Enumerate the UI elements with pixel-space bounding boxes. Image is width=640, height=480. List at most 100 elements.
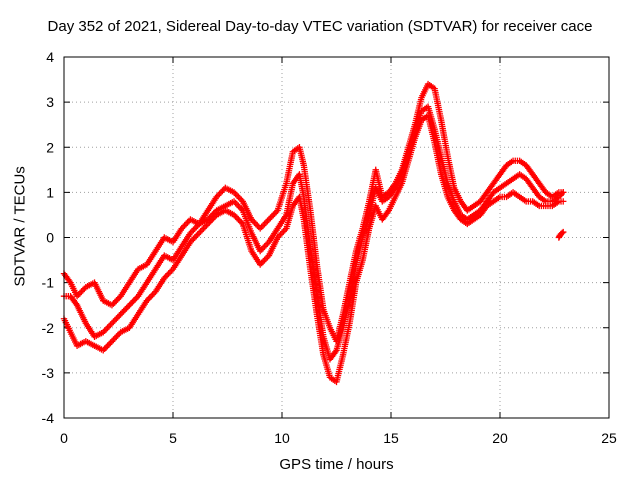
- data-point: [113, 333, 120, 340]
- data-point: [163, 271, 171, 279]
- data-point: [104, 342, 111, 349]
- y-tick-label: -1: [42, 275, 55, 291]
- data-point: [280, 228, 287, 235]
- data-point: [207, 217, 214, 225]
- series-4: [555, 228, 567, 241]
- data-point: [251, 219, 258, 226]
- series-1: [60, 80, 567, 345]
- data-point: [113, 315, 120, 322]
- y-tick-label: -4: [42, 410, 55, 426]
- data-point: [130, 297, 137, 304]
- data-point: [560, 189, 567, 196]
- data-point: [102, 326, 110, 333]
- data-point: [190, 226, 197, 234]
- series-3: [60, 112, 567, 386]
- y-tick-label: -2: [42, 320, 55, 336]
- chart-title: Day 352 of 2021, Sidereal Day-to-day VTE…: [47, 18, 593, 35]
- y-tick-label: -3: [42, 365, 55, 381]
- data-point: [209, 216, 216, 223]
- data-point: [194, 231, 201, 238]
- data-point: [191, 234, 198, 241]
- data-point: [261, 256, 268, 264]
- data-point: [110, 300, 117, 307]
- data-point: [210, 214, 217, 222]
- data-point: [265, 216, 273, 223]
- data-point: [267, 214, 274, 222]
- data-point: [259, 258, 267, 265]
- data-point: [558, 190, 565, 198]
- data-point: [107, 321, 114, 328]
- grid-lines: [64, 57, 609, 418]
- data-point: [278, 229, 286, 237]
- plot-frame: [63, 56, 610, 419]
- x-tick-label: 15: [383, 430, 399, 446]
- x-tick-label: 0: [60, 430, 68, 446]
- y-tick-label: 3: [46, 94, 54, 110]
- data-point: [111, 317, 119, 324]
- data-point: [123, 304, 130, 312]
- data-point: [271, 210, 278, 217]
- data-point: [264, 217, 271, 225]
- data-point: [129, 298, 136, 306]
- y-tick-label: 0: [46, 230, 54, 246]
- data-point: [268, 213, 276, 220]
- x-tick-label: 20: [492, 430, 508, 446]
- data-point: [254, 222, 261, 229]
- data-point: [558, 229, 566, 237]
- data-point: [126, 301, 133, 309]
- data-point: [114, 295, 121, 303]
- data-point: [111, 335, 119, 342]
- data-point: [233, 192, 241, 199]
- data-point: [216, 190, 223, 198]
- data-point: [107, 339, 114, 346]
- y-tick-label: 2: [46, 139, 54, 155]
- data-point: [181, 222, 188, 229]
- data-point: [233, 214, 241, 222]
- data-point: [235, 216, 242, 223]
- data-point: [262, 255, 270, 262]
- data-point: [182, 220, 190, 228]
- data-point: [110, 336, 117, 343]
- data-point: [120, 308, 127, 315]
- x-tick-label: 5: [169, 430, 177, 446]
- data-point: [166, 268, 174, 276]
- data-point: [236, 217, 244, 225]
- data-point: [236, 195, 244, 202]
- data-point: [262, 241, 270, 249]
- data-point: [121, 306, 129, 313]
- data-point: [132, 295, 139, 303]
- x-tick-label: 25: [601, 430, 617, 446]
- data-point: [124, 303, 132, 310]
- data-point: [105, 323, 113, 330]
- data-point: [235, 193, 242, 201]
- data-point: [114, 332, 121, 339]
- data-point: [195, 229, 203, 237]
- data-point: [116, 312, 123, 319]
- data-point: [560, 228, 567, 236]
- data-point: [258, 223, 265, 231]
- data-point: [76, 289, 84, 297]
- data-point: [108, 320, 116, 327]
- data-point: [165, 270, 172, 277]
- data-point: [108, 338, 116, 345]
- data-point: [257, 225, 264, 232]
- data-point: [117, 311, 124, 318]
- x-axis-label: GPS time / hours: [279, 456, 394, 473]
- data-point: [101, 345, 108, 353]
- data-point: [197, 228, 204, 235]
- data-point: [252, 220, 260, 228]
- data-point: [104, 324, 111, 331]
- data-point: [217, 189, 225, 196]
- y-tick-label: 4: [46, 49, 54, 65]
- data-point: [110, 318, 117, 325]
- data-point: [149, 291, 156, 298]
- data-point: [114, 314, 121, 321]
- data-point: [198, 226, 206, 234]
- data-point: [146, 294, 153, 301]
- y-tick-label: 1: [46, 184, 54, 200]
- x-tick-label: 10: [274, 430, 290, 446]
- data-point: [193, 232, 200, 240]
- data-point: [259, 222, 267, 229]
- data-point: [259, 244, 267, 252]
